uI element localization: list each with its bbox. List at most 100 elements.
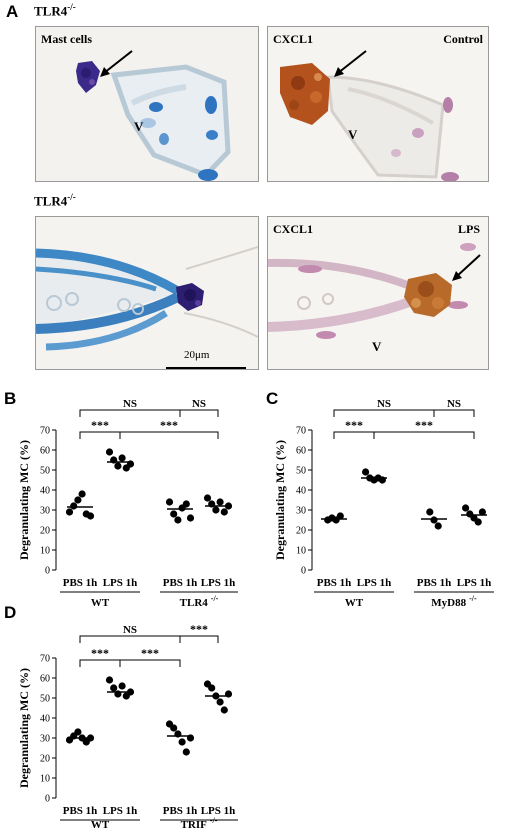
- micrograph-label: CXCL1: [273, 222, 314, 236]
- significance-bracket: [79, 635, 181, 643]
- significance-bracket: [179, 409, 219, 417]
- y-tick-label: 70: [40, 654, 50, 665]
- category-label: PBS 1h: [63, 577, 98, 589]
- data-point: [474, 518, 482, 526]
- data-point: [220, 706, 228, 714]
- y-tick-label: 0: [45, 794, 50, 805]
- significance-label: ***: [415, 418, 433, 432]
- micrograph-condition-label: Control: [443, 32, 483, 46]
- category-label: PBS 1h: [163, 805, 198, 817]
- data-point: [165, 498, 174, 506]
- data-point: [434, 522, 442, 530]
- category-label: LPS 1h: [201, 577, 236, 589]
- y-tick-label: 60: [296, 446, 306, 457]
- data-point: [110, 684, 118, 692]
- group-label: WT: [91, 819, 110, 831]
- scatter-chart-c: C 0 10 20 30 40 50 60 70 Degranulating MC (%) NS NS…: [266, 389, 494, 609]
- genotype-label-top: TLR4-/-: [34, 2, 76, 19]
- micrograph-condition-label: LPS: [457, 222, 480, 236]
- data-point: [170, 510, 178, 518]
- y-tick-label: 60: [40, 446, 50, 457]
- vessel-label: V: [134, 119, 144, 134]
- data-point: [336, 512, 344, 520]
- data-point: [65, 508, 74, 516]
- category-label: PBS 1h: [63, 805, 98, 817]
- vessel-label: V: [372, 339, 382, 354]
- data-point: [182, 748, 190, 756]
- significance-bracket: [373, 431, 475, 439]
- data-point: [462, 504, 470, 512]
- significance-label: ***: [91, 646, 109, 660]
- significance-label: NS: [192, 398, 206, 410]
- category-label: LPS 1h: [357, 577, 392, 589]
- data-point: [70, 502, 78, 510]
- significance-label: ***: [345, 418, 363, 432]
- y-tick-label: 50: [296, 466, 306, 477]
- y-tick-label: 50: [40, 694, 50, 705]
- data-point: [118, 682, 126, 690]
- y-tick-label: 10: [40, 546, 50, 557]
- y-tick-label: 40: [296, 486, 306, 497]
- y-axis-label: Degranulating MC (%): [273, 440, 287, 560]
- significance-bracket: [119, 431, 219, 439]
- y-tick-label: 60: [40, 674, 50, 685]
- data-point: [220, 508, 228, 516]
- panel-letter: B: [4, 389, 16, 408]
- significance-bracket: [433, 409, 475, 417]
- y-tick-label: 0: [45, 566, 50, 577]
- category-label: LPS 1h: [103, 805, 138, 817]
- significance-label: NS: [447, 398, 461, 410]
- data-point: [74, 496, 82, 504]
- significance-label: ***: [91, 418, 109, 432]
- category-label: PBS 1h: [317, 577, 352, 589]
- arrow-icon: [100, 50, 133, 77]
- category-label: PBS 1h: [417, 577, 452, 589]
- significance-bracket: [333, 431, 375, 439]
- significance-label: NS: [377, 398, 391, 410]
- significance-label: ***: [141, 646, 159, 660]
- y-tick-label: 20: [40, 754, 50, 765]
- scatter-chart-b: B 0 10 20 30 40 50 60 70 Degranulating MC (%) NS NS…: [4, 389, 238, 609]
- data-point: [216, 498, 224, 506]
- data-point: [362, 468, 370, 476]
- y-tick-label: 50: [40, 466, 50, 477]
- y-tick-label: 70: [40, 426, 50, 437]
- y-axis-label: Degranulating MC (%): [17, 668, 31, 788]
- data-point: [182, 500, 190, 508]
- chart-panel-c: C 0 10 20 30 40 50 60 70 Degranulating MC (%) NS NS…: [262, 382, 520, 620]
- scatter-chart-d: D 0 10 20 30 40 50 60 70 Degranulating MC (%) NS **…: [4, 603, 238, 831]
- y-tick-label: 40: [40, 714, 50, 725]
- data-point: [118, 454, 126, 462]
- significance-bracket: [79, 409, 181, 417]
- significance-bracket: [179, 635, 219, 643]
- group-label: TLR4 -/-: [180, 594, 219, 609]
- category-label: LPS 1h: [457, 577, 492, 589]
- scale-bar: [166, 367, 246, 369]
- significance-label: ***: [160, 418, 178, 432]
- data-point: [478, 508, 486, 516]
- significance-bracket: [333, 409, 435, 417]
- group-label: TRIF -/-: [181, 816, 218, 831]
- group-label: WT: [345, 597, 364, 609]
- panel-letter: C: [266, 389, 278, 408]
- data-point: [105, 676, 114, 684]
- significance-bracket: [79, 431, 121, 439]
- panel-letter-a: A: [6, 2, 19, 21]
- scale-bar-label: 20μm: [184, 349, 210, 361]
- genotype-label-bottom: TLR4-/-: [34, 192, 76, 209]
- data-point: [208, 684, 216, 692]
- data-point: [212, 506, 220, 514]
- data-point: [86, 512, 95, 520]
- chart-panel-d: D 0 10 20 30 40 50 60 70 Degranulating MC (%) NS **…: [0, 582, 262, 831]
- group-label: MyD88 -/-: [431, 594, 477, 609]
- micrograph-label: CXCL1: [273, 32, 314, 46]
- vessel-label: V: [348, 127, 358, 142]
- data-point: [78, 490, 86, 498]
- significance-bracket: [119, 659, 181, 667]
- panel-letter: D: [4, 603, 16, 622]
- micrograph-cxcl1-control: CXCL1 Control V: [267, 26, 489, 182]
- data-point: [430, 516, 438, 524]
- micrograph-mast-cells-control: Mast cells V: [35, 26, 259, 182]
- arrow-icon: [452, 254, 481, 281]
- data-point: [186, 514, 195, 522]
